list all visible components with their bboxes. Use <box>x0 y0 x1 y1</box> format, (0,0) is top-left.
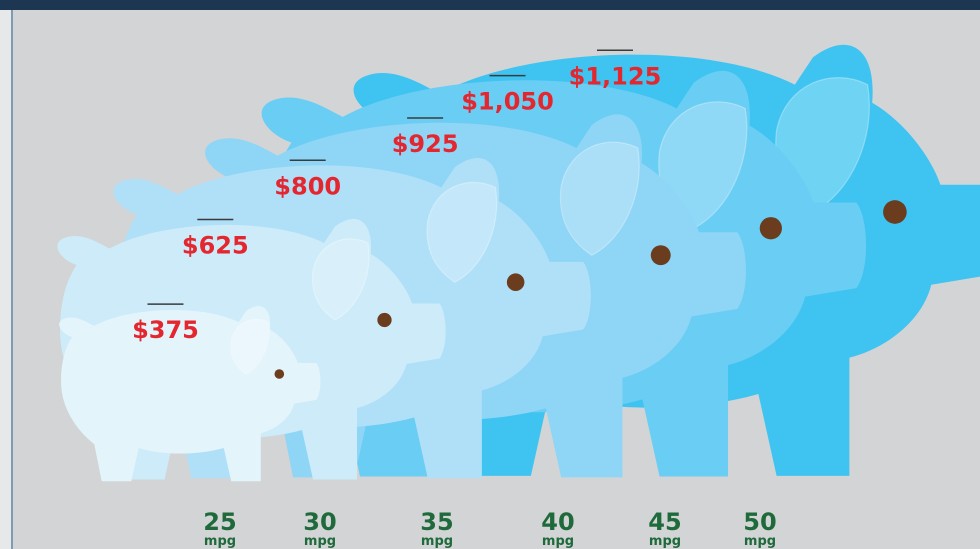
pig-eye <box>651 245 671 265</box>
value-label: $625 <box>182 232 249 260</box>
x-unit-label: mpg <box>649 534 681 549</box>
x-tick-label: 30 <box>303 508 336 536</box>
pig-eye <box>883 200 907 224</box>
x-unit-label: mpg <box>204 534 236 549</box>
pig-eye <box>274 369 284 379</box>
top-bar <box>0 0 980 10</box>
chart: $375$625$800$925$1,050$1,12525mpg30mpg35… <box>0 0 980 549</box>
value-label: $1,050 <box>461 88 554 116</box>
x-tick-label: 25 <box>203 508 236 536</box>
pig-eye <box>760 217 782 239</box>
x-tick-label: 35 <box>420 508 453 536</box>
x-unit-label: mpg <box>304 534 336 549</box>
x-tick-label: 50 <box>743 508 776 536</box>
x-unit-label: mpg <box>744 534 776 549</box>
x-tick-label: 45 <box>648 508 681 536</box>
left-strip <box>0 10 12 549</box>
pig-eye <box>507 273 525 291</box>
value-label: $800 <box>274 172 341 200</box>
x-unit-label: mpg <box>542 534 574 549</box>
value-label: $1,125 <box>569 62 662 90</box>
x-unit-label: mpg <box>421 534 453 549</box>
pig-eye <box>377 313 391 327</box>
value-label: $375 <box>132 316 199 344</box>
x-tick-label: 40 <box>541 508 574 536</box>
value-label: $925 <box>392 130 459 158</box>
